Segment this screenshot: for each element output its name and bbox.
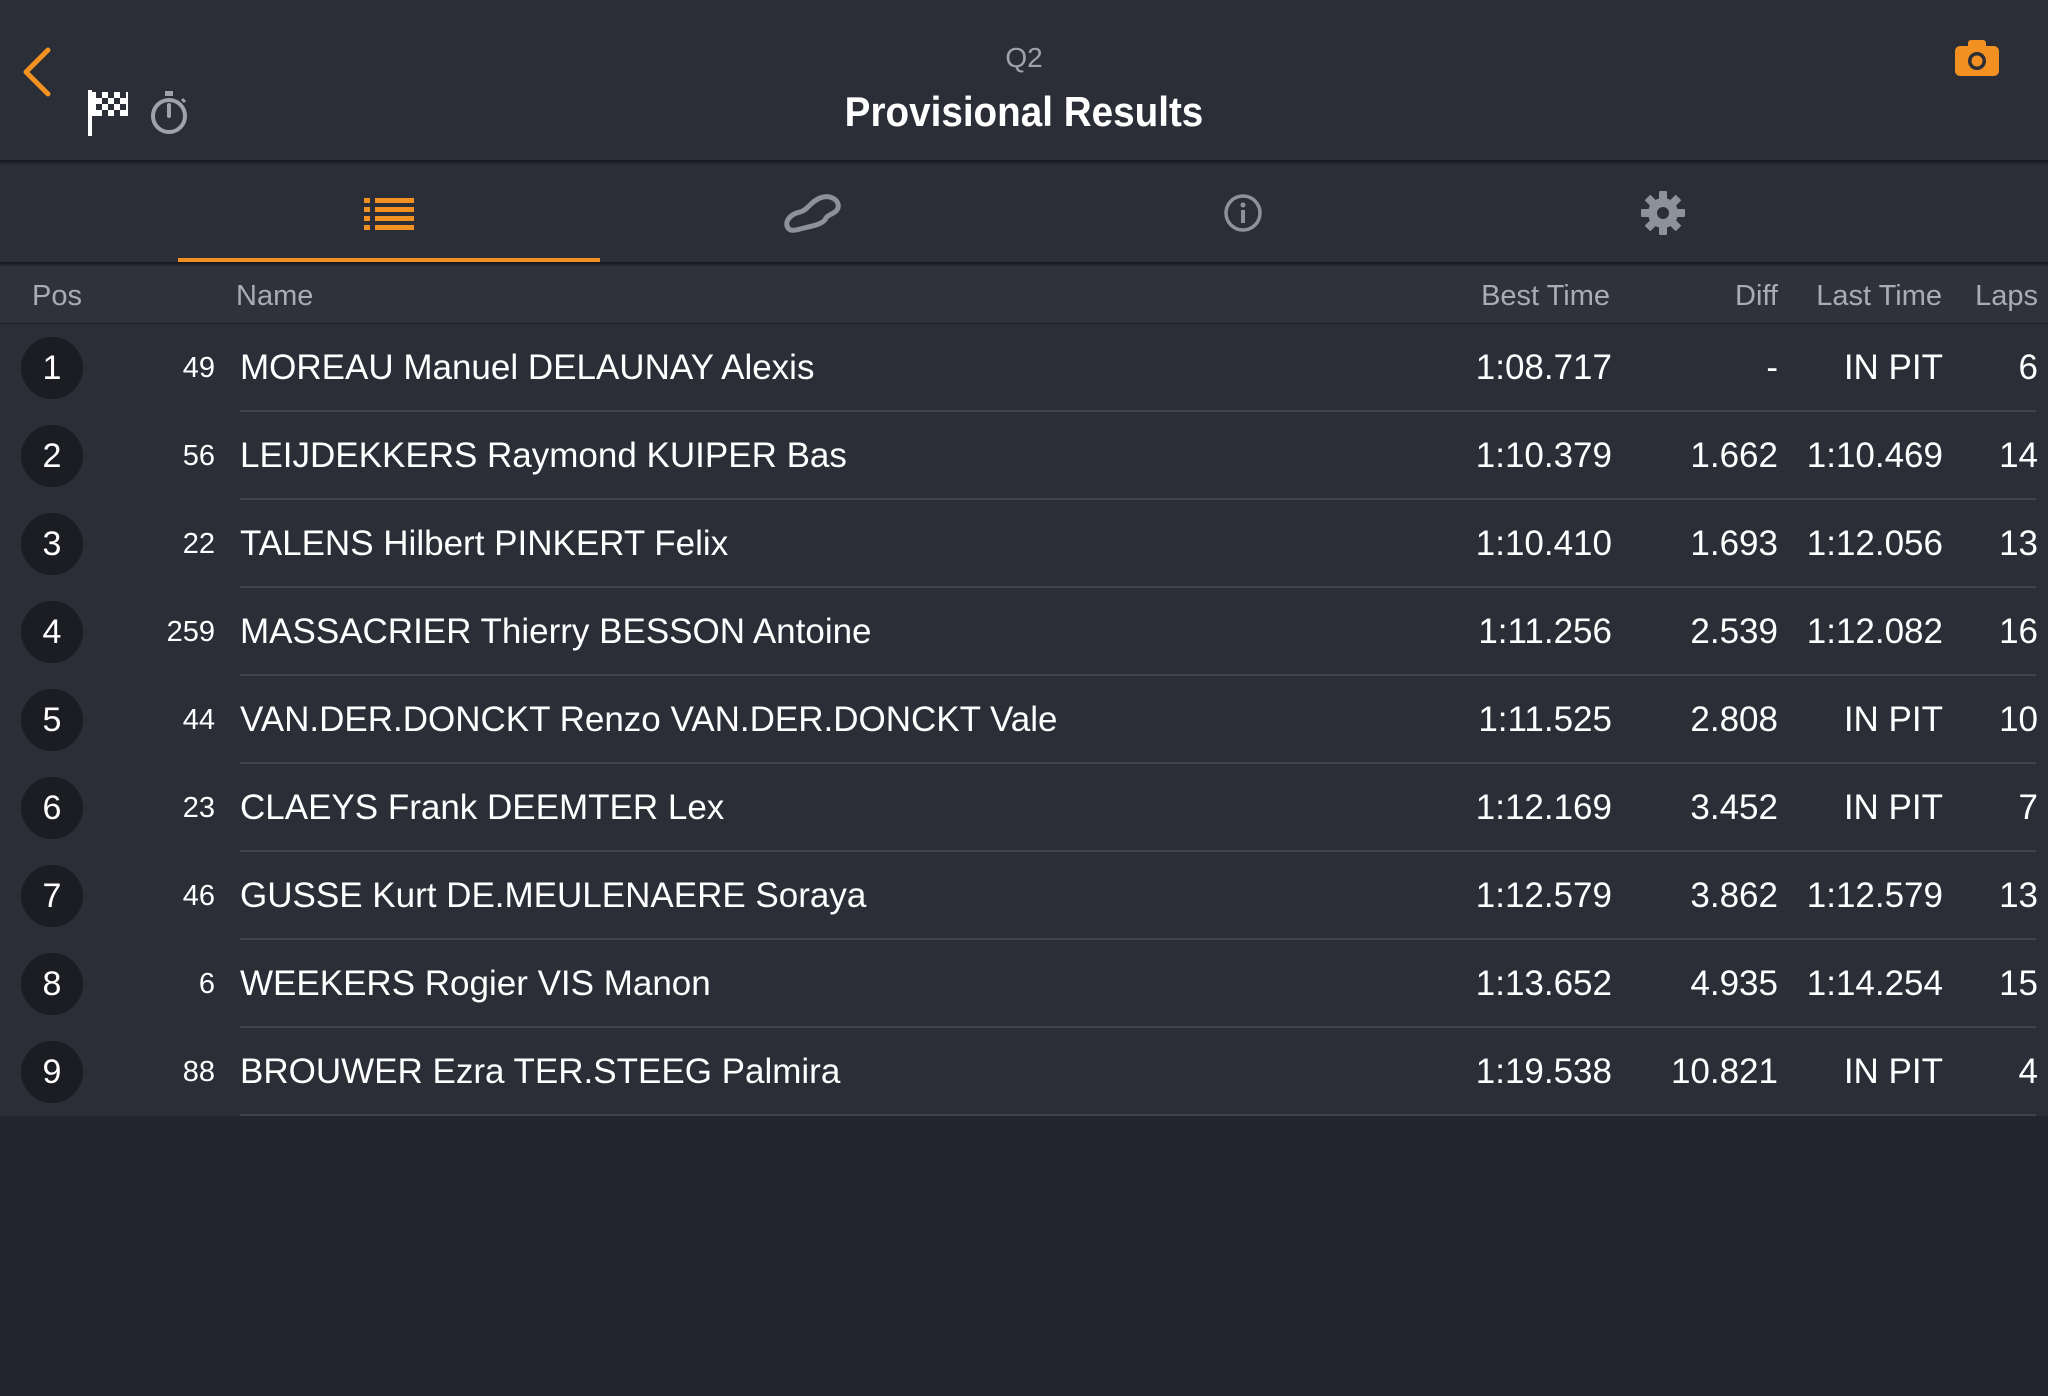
gap-diff: 1.693 xyxy=(1690,524,1778,563)
car-number: 56 xyxy=(182,440,215,472)
lap-count: 6 xyxy=(2018,348,2038,387)
nav-header: Q2 Provisional Results xyxy=(0,0,2048,162)
position-badge: 7 xyxy=(21,865,83,927)
car-number: 46 xyxy=(182,880,215,912)
best-time: 1:11.256 xyxy=(1478,612,1612,651)
gap-diff: 4.935 xyxy=(1690,964,1778,1003)
lap-count: 16 xyxy=(1999,612,2038,651)
tab-track[interactable] xyxy=(602,164,1024,262)
stopwatch-icon[interactable] xyxy=(148,90,190,136)
table-row[interactable]: 9 88 BROUWER Ezra TER.STEEG Palmira 1:19.53… xyxy=(0,1028,2048,1116)
position-badge: 5 xyxy=(21,689,83,751)
table-row[interactable]: 1 49 MOREAU Manuel DELAUNAY Alexis 1:08.717… xyxy=(0,324,2048,412)
lap-count: 13 xyxy=(1999,876,2038,915)
table-row[interactable]: 5 44 VAN.DER.DONCKT Renzo VAN.DER.DONCKT V… xyxy=(0,676,2048,764)
tab-settings[interactable] xyxy=(1452,164,1874,262)
column-pos[interactable]: Pos xyxy=(32,280,82,312)
table-row[interactable]: 6 23 CLAEYS Frank DEEMTER Lex 1:12.169 3.452… xyxy=(0,764,2048,852)
car-number: 23 xyxy=(182,792,215,824)
position-badge: 4 xyxy=(21,601,83,663)
column-last-time[interactable]: Last Time xyxy=(1816,280,1942,312)
last-time: 1:12.082 xyxy=(1806,612,1943,651)
last-time: IN PIT xyxy=(1843,1052,1943,1091)
best-time: 1:08.717 xyxy=(1475,348,1612,387)
results-list: 1 49 MOREAU Manuel DELAUNAY Alexis 1:08.717… xyxy=(0,324,2048,1116)
lap-count: 14 xyxy=(1999,436,2038,475)
back-button[interactable] xyxy=(18,44,58,100)
gap-diff: - xyxy=(1766,348,1778,387)
gap-diff: 3.452 xyxy=(1690,788,1778,827)
lap-count: 7 xyxy=(2018,788,2038,827)
session-label: Q2 xyxy=(1005,42,1043,73)
car-number: 6 xyxy=(198,968,215,1000)
camera-button[interactable] xyxy=(1954,38,2000,78)
lap-count: 10 xyxy=(1999,700,2038,739)
position-badge: 9 xyxy=(21,1041,83,1103)
column-laps[interactable]: Laps xyxy=(1975,280,2038,312)
best-time: 1:11.525 xyxy=(1478,700,1612,739)
table-row[interactable]: 3 22 TALENS Hilbert PINKERT Felix 1:10.410 1… xyxy=(0,500,2048,588)
best-time: 1:12.579 xyxy=(1475,876,1612,915)
chevron-left-icon xyxy=(23,47,51,97)
best-time: 1:10.379 xyxy=(1475,436,1612,475)
lap-count: 13 xyxy=(1999,524,2038,563)
lap-count: 4 xyxy=(2018,1052,2038,1091)
gap-diff: 10.821 xyxy=(1670,1052,1778,1091)
gap-diff: 2.539 xyxy=(1690,612,1778,651)
last-time: 1:14.254 xyxy=(1806,964,1943,1003)
lap-count: 15 xyxy=(1999,964,2038,1003)
position-badge: 6 xyxy=(21,777,83,839)
position-badge: 3 xyxy=(21,513,83,575)
camera-icon xyxy=(1955,40,1999,76)
gap-diff: 1.662 xyxy=(1690,436,1778,475)
column-diff[interactable]: Diff xyxy=(1735,280,1778,312)
last-time: IN PIT xyxy=(1843,788,1943,827)
results-table-header: Pos Name Best Time Diff Last Time Laps xyxy=(0,266,2048,324)
table-row[interactable]: 7 46 GUSSE Kurt DE.MEULENAERE Soraya 1:12.5… xyxy=(0,852,2048,940)
page-title: Provisional Results xyxy=(844,88,1204,135)
driver-names: VAN.DER.DONCKT Renzo VAN.DER.DONCKT Vale xyxy=(240,700,1058,739)
table-row[interactable]: 8 6 WEEKERS Rogier VIS Manon 1:13.652 4.935 1… xyxy=(0,940,2048,1028)
car-number: 88 xyxy=(182,1056,215,1088)
position-badge: 1 xyxy=(21,337,83,399)
driver-names: CLAEYS Frank DEEMTER Lex xyxy=(240,788,725,827)
car-number: 259 xyxy=(166,616,215,648)
best-time: 1:10.410 xyxy=(1475,524,1612,563)
last-time: 1:12.579 xyxy=(1806,876,1943,915)
best-time: 1:13.652 xyxy=(1475,964,1612,1003)
last-time: IN PIT xyxy=(1843,348,1943,387)
car-number: 44 xyxy=(182,704,215,736)
track-map-icon xyxy=(784,194,841,233)
tab-results-list[interactable] xyxy=(178,164,600,262)
column-name[interactable]: Name xyxy=(236,280,314,312)
driver-names: MASSACRIER Thierry BESSON Antoine xyxy=(240,612,872,651)
driver-names: TALENS Hilbert PINKERT Felix xyxy=(240,524,729,563)
best-time: 1:19.538 xyxy=(1475,1052,1612,1091)
driver-names: GUSSE Kurt DE.MEULENAERE Soraya xyxy=(240,876,867,915)
tab-bar xyxy=(0,164,2048,264)
driver-names: BROUWER Ezra TER.STEEG Palmira xyxy=(240,1052,841,1091)
car-number: 49 xyxy=(182,352,215,384)
gear-icon xyxy=(1641,191,1685,235)
gap-diff: 2.808 xyxy=(1690,700,1778,739)
table-row[interactable]: 4 259 MASSACRIER Thierry BESSON Antoine 1:1… xyxy=(0,588,2048,676)
gap-diff: 3.862 xyxy=(1690,876,1778,915)
driver-names: LEIJDEKKERS Raymond KUIPER Bas xyxy=(240,436,847,475)
position-badge: 2 xyxy=(21,425,83,487)
driver-names: WEEKERS Rogier VIS Manon xyxy=(240,964,711,1003)
last-time: 1:12.056 xyxy=(1806,524,1943,563)
last-time: 1:10.469 xyxy=(1806,436,1943,475)
info-icon xyxy=(1224,194,1262,232)
driver-names: MOREAU Manuel DELAUNAY Alexis xyxy=(240,348,815,387)
column-best-time[interactable]: Best Time xyxy=(1481,280,1610,312)
checkered-flag-icon[interactable] xyxy=(86,88,132,138)
position-badge: 8 xyxy=(21,953,83,1015)
car-number: 22 xyxy=(182,528,215,560)
table-row[interactable]: 2 56 LEIJDEKKERS Raymond KUIPER Bas 1:10.37… xyxy=(0,412,2048,500)
list-icon xyxy=(364,198,414,230)
tab-info[interactable] xyxy=(1032,164,1454,262)
last-time: IN PIT xyxy=(1843,700,1943,739)
best-time: 1:12.169 xyxy=(1475,788,1612,827)
